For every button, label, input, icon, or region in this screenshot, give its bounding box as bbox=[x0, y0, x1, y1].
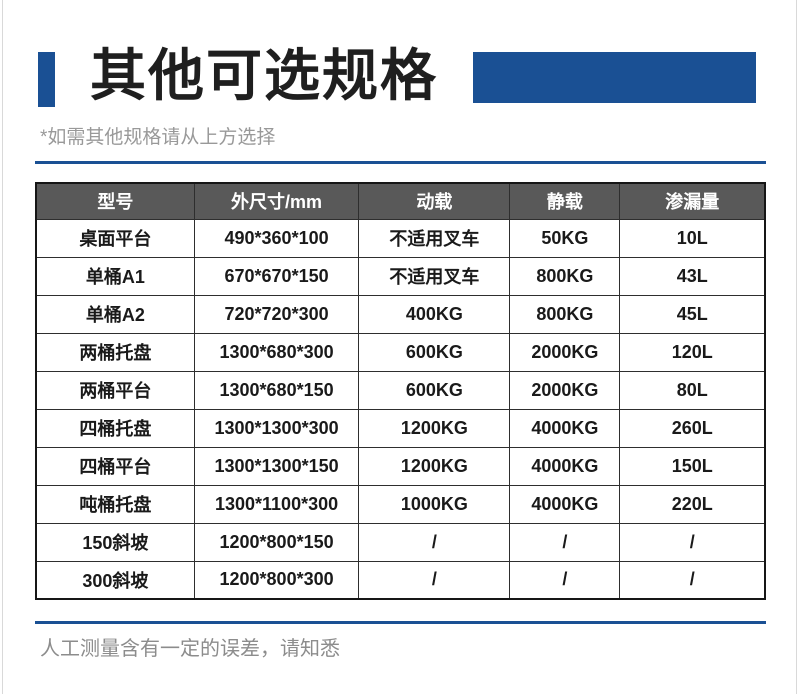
table-cell: 80L bbox=[619, 370, 766, 410]
table-cell: 400KG bbox=[358, 294, 511, 334]
title-accent-bar bbox=[38, 52, 55, 107]
table-cell: 1200KG bbox=[358, 446, 511, 486]
table-cell: 260L bbox=[619, 408, 766, 448]
table-cell: 1000KG bbox=[358, 484, 511, 524]
table-cell: 670*670*150 bbox=[193, 256, 360, 296]
table-cell: 800KG bbox=[509, 294, 621, 334]
table-cell: / bbox=[509, 560, 621, 600]
table-cell: 单桶A1 bbox=[35, 256, 195, 296]
top-divider-line bbox=[35, 161, 766, 164]
table-row: 四桶托盘 1300*1300*300 1200KG 4000KG 260L bbox=[35, 408, 766, 448]
page-title: 其他可选规格 bbox=[90, 44, 438, 107]
table-row: 300斜坡 1200*800*300// / bbox=[35, 560, 766, 600]
spec-table-body: 桌面平台 490*360*100 不适用叉车 50KG 10L 单桶A1 670*670*1… bbox=[35, 218, 766, 600]
table-row: 两桶托盘 1300*680*300 600KG 2000KG 120L bbox=[35, 332, 766, 372]
table-cell: 四桶托盘 bbox=[35, 408, 195, 448]
table-cell: 不适用叉车 bbox=[358, 256, 511, 296]
table-cell: 10L bbox=[619, 218, 766, 258]
table-cell: 220L bbox=[619, 484, 766, 524]
table-cell: 单桶A2 bbox=[35, 294, 195, 334]
table-cell: 不适用叉车 bbox=[358, 218, 511, 258]
title-accent-block bbox=[473, 52, 756, 103]
table-cell: 120L bbox=[619, 332, 766, 372]
table-cell: 1300*1300*150 bbox=[193, 446, 360, 486]
table-cell: 两桶平台 bbox=[35, 370, 195, 410]
table-row: 150斜坡 1200*800*150// / bbox=[35, 522, 766, 562]
table-cell: 1300*1100*300 bbox=[193, 484, 360, 524]
table-row: 吨桶托盘 1300*1100*300 1000KG 4000KG 220L bbox=[35, 484, 766, 524]
column-header-model: 型号 bbox=[35, 182, 195, 220]
table-cell: 桌面平台 bbox=[35, 218, 195, 258]
table-row: 单桶A1 670*670*150 不适用叉车 800KG 43L bbox=[35, 256, 766, 296]
table-cell: 50KG bbox=[509, 218, 621, 258]
table-cell: 600KG bbox=[358, 332, 511, 372]
page-left-border bbox=[2, 0, 3, 694]
table-row: 四桶平台 1300*1300*150 1200KG 4000KG 150L bbox=[35, 446, 766, 486]
table-cell: 600KG bbox=[358, 370, 511, 410]
table-row: 单桶A2 720*720*300 400KG 800KG 45L bbox=[35, 294, 766, 334]
table-row: 两桶平台 1300*680*150 600KG 2000KG 80L bbox=[35, 370, 766, 410]
table-cell: 四桶平台 bbox=[35, 446, 195, 486]
table-cell: 800KG bbox=[509, 256, 621, 296]
spec-table: 型号 外尺寸/mm 动载 静载 渗漏量 桌面平台 490*360*100 不适用叉车… bbox=[35, 182, 766, 600]
table-header-row: 型号 外尺寸/mm 动载 静载 渗漏量 bbox=[35, 182, 766, 220]
subtitle-note: *如需其他规格请从上方选择 bbox=[40, 127, 276, 148]
table-cell: 4000KG bbox=[509, 408, 621, 448]
table-cell: 490*360*100 bbox=[193, 218, 360, 258]
column-header-dimensions: 外尺寸/mm bbox=[193, 182, 360, 220]
table-row: 桌面平台 490*360*100 不适用叉车 50KG 10L bbox=[35, 218, 766, 258]
table-cell: 1200*800*150 bbox=[193, 522, 360, 562]
table-cell: / bbox=[358, 560, 511, 600]
table-cell: / bbox=[509, 522, 621, 562]
table-cell: 43L bbox=[619, 256, 766, 296]
table-cell: 2000KG bbox=[509, 332, 621, 372]
table-cell: 150L bbox=[619, 446, 766, 486]
table-cell: 1300*1300*300 bbox=[193, 408, 360, 448]
page-right-border bbox=[796, 0, 797, 694]
table-cell: 1300*680*300 bbox=[193, 332, 360, 372]
column-header-static-load: 静载 bbox=[509, 182, 621, 220]
table-cell: 1300*680*150 bbox=[193, 370, 360, 410]
table-cell: 吨桶托盘 bbox=[35, 484, 195, 524]
footer-note: 人工测量含有一定的误差，请知悉 bbox=[40, 638, 340, 660]
table-cell: 1200*800*300 bbox=[193, 560, 360, 600]
table-cell: 1200KG bbox=[358, 408, 511, 448]
bottom-divider-line bbox=[35, 621, 766, 624]
table-cell: / bbox=[619, 522, 766, 562]
table-cell: 300斜坡 bbox=[35, 560, 195, 600]
table-cell: 4000KG bbox=[509, 446, 621, 486]
table-cell: 45L bbox=[619, 294, 766, 334]
column-header-leakage: 渗漏量 bbox=[619, 182, 766, 220]
table-cell: 4000KG bbox=[509, 484, 621, 524]
table-cell: / bbox=[619, 560, 766, 600]
column-header-dynamic-load: 动载 bbox=[358, 182, 511, 220]
table-cell: 两桶托盘 bbox=[35, 332, 195, 372]
table-cell: 150斜坡 bbox=[35, 522, 195, 562]
table-cell: 2000KG bbox=[509, 370, 621, 410]
table-cell: / bbox=[358, 522, 511, 562]
table-cell: 720*720*300 bbox=[193, 294, 360, 334]
